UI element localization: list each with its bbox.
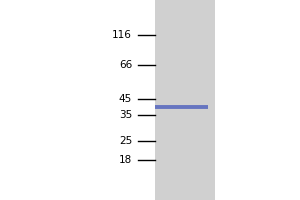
Text: 116: 116 <box>112 30 132 40</box>
Text: 18: 18 <box>119 155 132 165</box>
Bar <box>154 0 214 200</box>
Text: 45: 45 <box>119 94 132 104</box>
Text: 25: 25 <box>119 136 132 146</box>
Text: 35: 35 <box>119 110 132 120</box>
Text: 66: 66 <box>119 60 132 70</box>
